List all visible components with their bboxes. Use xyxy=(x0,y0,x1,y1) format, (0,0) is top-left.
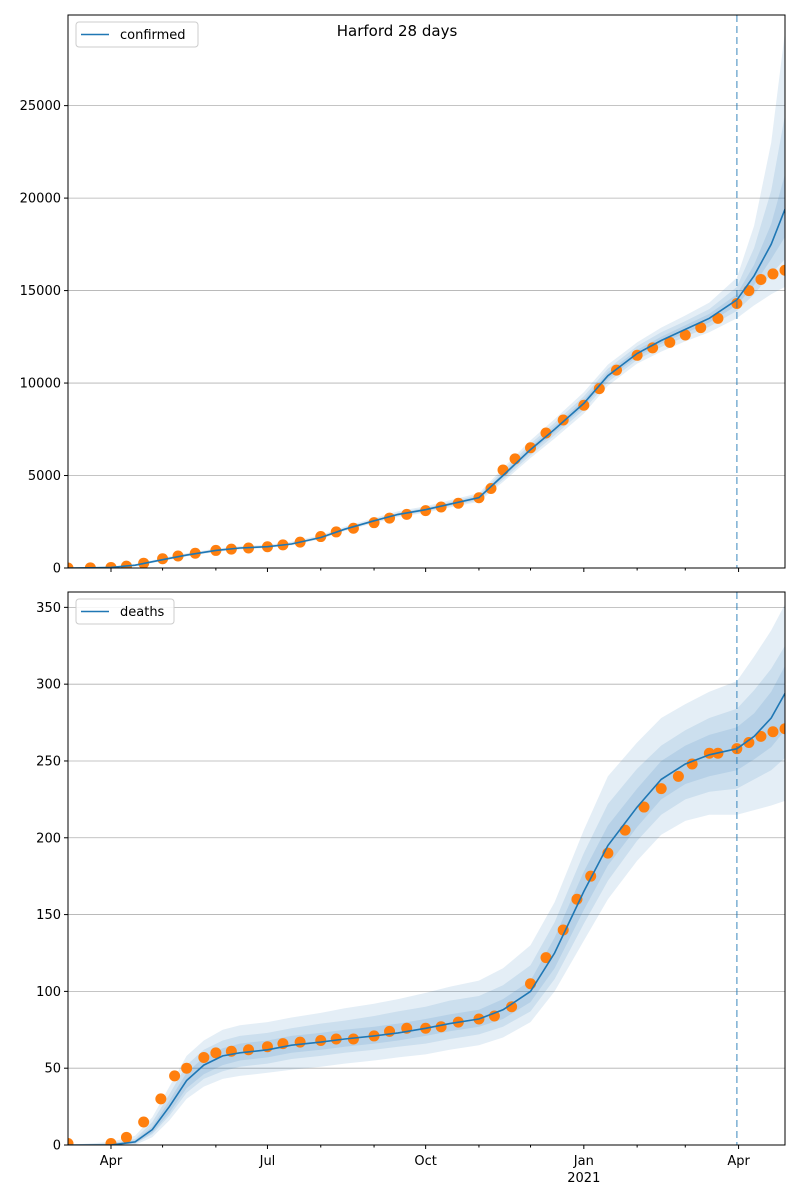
y-tick-label: 0 xyxy=(53,562,61,577)
observed-point xyxy=(779,264,785,276)
observed-point xyxy=(420,505,432,517)
observed-point xyxy=(743,737,755,749)
legend: deaths xyxy=(75,598,175,625)
observed-point xyxy=(638,801,650,813)
observed-point xyxy=(157,553,169,565)
observed-point xyxy=(181,1062,193,1074)
model-line xyxy=(68,208,785,568)
plot-area xyxy=(68,604,785,1145)
observed-point xyxy=(557,924,569,936)
y-tick-label: 150 xyxy=(36,908,61,923)
observed-point xyxy=(540,952,552,964)
uncertainty-band xyxy=(68,31,785,568)
figure-title: Harford 28 days xyxy=(337,22,458,40)
observed-point xyxy=(105,1137,117,1145)
observed-point xyxy=(347,1033,359,1045)
x-tick-label: Apr xyxy=(727,1154,750,1169)
x-tick-label: Apr xyxy=(100,1154,123,1169)
x-tick-label: Jul xyxy=(259,1154,276,1169)
observed-point xyxy=(509,453,521,465)
observed-point xyxy=(243,1044,255,1056)
y-tick-label: 250 xyxy=(36,754,61,769)
observed-point xyxy=(767,268,779,280)
observed-point xyxy=(497,464,509,476)
y-tick-label: 25000 xyxy=(20,99,61,114)
observed-point xyxy=(655,783,667,795)
x-tick-label: Oct xyxy=(414,1154,436,1169)
observed-point xyxy=(578,399,590,411)
observed-point xyxy=(84,562,96,568)
x-tick-sublabel: 2021 xyxy=(567,1171,600,1186)
y-tick-label: 300 xyxy=(36,678,61,693)
panel-deaths: 0 50 100 150 200 250 300 350 Apr Jul Oct Jan 2021 Apr… xyxy=(36,591,786,1186)
y-tick-label: 5000 xyxy=(28,469,61,484)
y-tick-label: 350 xyxy=(36,601,61,616)
x-tick-label: Jan xyxy=(573,1154,594,1169)
observed-point xyxy=(210,1047,222,1059)
y-tick-label: 200 xyxy=(36,831,61,846)
observed-point xyxy=(755,730,767,742)
observed-point xyxy=(619,824,631,836)
y-tick-label: 0 xyxy=(53,1139,61,1154)
observed-point xyxy=(525,442,537,454)
legend: confirmed xyxy=(75,21,199,48)
observed-point xyxy=(485,482,497,494)
observed-point xyxy=(452,497,464,509)
y-tick-label: 15000 xyxy=(20,284,61,299)
axes-frame xyxy=(67,591,786,1146)
y-tick-label: 50 xyxy=(44,1062,61,1077)
observed-point xyxy=(330,1033,342,1045)
observed-point xyxy=(664,336,676,348)
observed-point xyxy=(540,427,552,439)
observed-point xyxy=(525,978,537,990)
model-line xyxy=(68,693,785,1145)
observed-point xyxy=(712,312,724,324)
observed-point xyxy=(68,1137,74,1145)
uncertainty-band xyxy=(68,604,785,1145)
observed-point xyxy=(294,1036,306,1048)
plot-area xyxy=(68,31,785,568)
observed-point xyxy=(401,508,413,520)
legend-box xyxy=(75,598,175,625)
observed-point xyxy=(138,1116,150,1128)
y-tick-label: 20000 xyxy=(20,192,61,207)
panel-confirmed: 0 5000 10000 15000 20000 25000 confirmed xyxy=(20,14,786,577)
observed-point xyxy=(686,758,698,770)
observed-point xyxy=(755,273,767,285)
observed-point xyxy=(506,1001,518,1013)
observed-point xyxy=(315,1035,327,1047)
observed-point xyxy=(779,723,785,735)
observed-point xyxy=(593,383,605,395)
observed-point xyxy=(672,770,684,782)
observed-point xyxy=(767,726,779,738)
observed-point xyxy=(647,342,659,354)
legend-box xyxy=(75,21,199,48)
observed-point xyxy=(695,322,707,334)
legend-label: confirmed xyxy=(120,28,186,43)
observed-point xyxy=(169,1070,181,1082)
observed-point xyxy=(155,1093,167,1105)
axes-frame xyxy=(67,14,786,569)
observed-point xyxy=(488,1010,500,1022)
y-tick-label: 100 xyxy=(36,985,61,1000)
observed-point xyxy=(315,531,327,543)
observed-point xyxy=(68,562,74,568)
observed-point xyxy=(198,1051,210,1063)
legend-label: deaths xyxy=(120,605,165,620)
y-tick-label: 10000 xyxy=(20,377,61,392)
observed-point xyxy=(679,329,691,341)
observed-point xyxy=(743,285,755,297)
observed-point xyxy=(120,1131,132,1143)
observed-point xyxy=(557,414,569,426)
